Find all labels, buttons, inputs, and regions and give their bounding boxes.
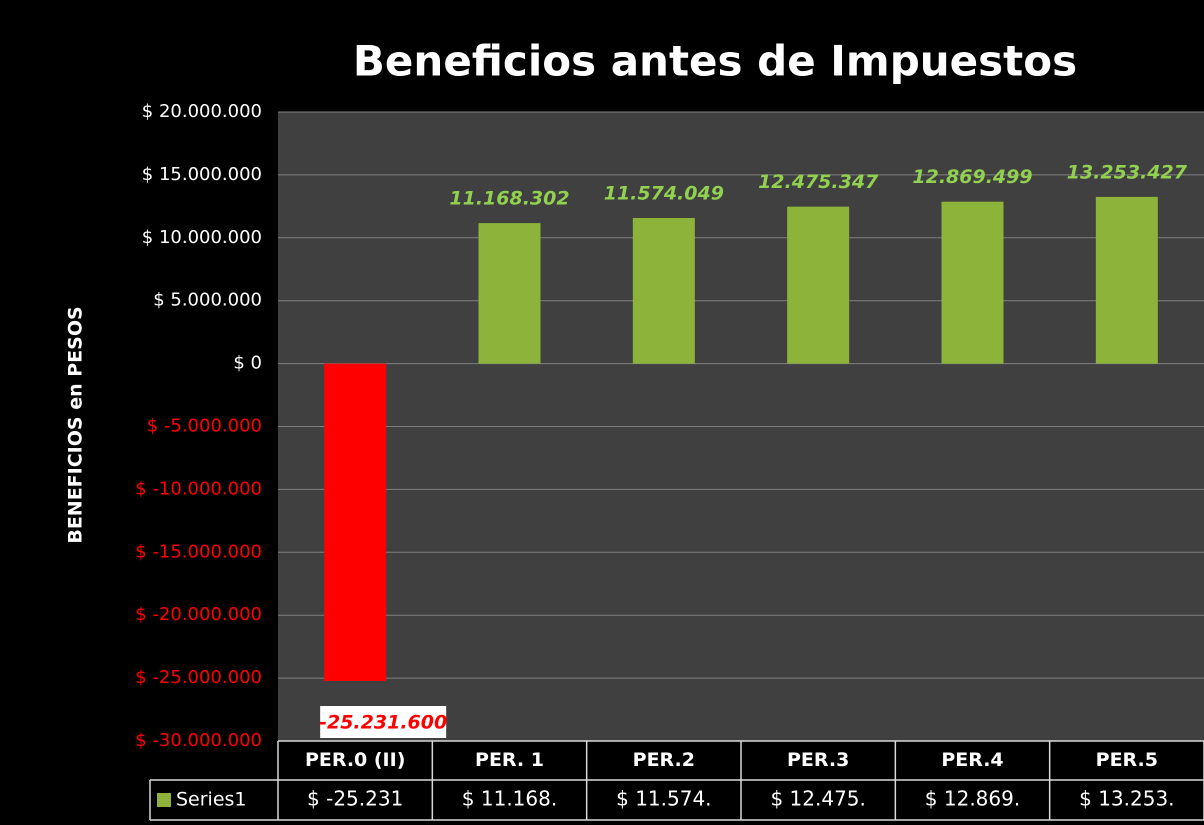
- y-tick-label: $ -25.000.000: [135, 667, 262, 688]
- bar: [787, 206, 850, 364]
- table-value: $ 13.253.: [1079, 787, 1174, 811]
- x-tick-label: PER.5: [1096, 749, 1158, 771]
- bar: [478, 223, 541, 364]
- y-tick-label: $ -10.000.000: [135, 478, 262, 499]
- value-label: 11.168.302: [449, 188, 569, 210]
- y-axis-label: BENEFICIOS en PESOS: [65, 306, 87, 543]
- y-tick-label: $ 0: [233, 353, 262, 374]
- x-tick-label: PER.4: [941, 749, 1003, 771]
- y-tick-label: $ 5.000.000: [153, 290, 262, 311]
- y-tick-label: $ -15.000.000: [135, 541, 262, 562]
- bar: [632, 217, 695, 364]
- value-label: -25.231.600: [319, 712, 447, 734]
- table-value: $ 11.574.: [616, 787, 711, 811]
- x-tick-label: PER.2: [633, 749, 695, 771]
- value-label: 12.869.499: [912, 166, 1032, 188]
- table-value: $ 11.168.: [462, 787, 557, 811]
- table-value: $ -25.231: [307, 787, 403, 811]
- bar: [324, 363, 387, 682]
- value-label: 13.253.427: [1067, 161, 1188, 183]
- y-tick-label: $ 20.000.000: [142, 101, 262, 122]
- table-value: $ 12.869.: [925, 787, 1020, 811]
- bar: [941, 201, 1004, 364]
- x-tick-label: PER.3: [787, 749, 849, 771]
- x-tick-label: PER. 1: [475, 749, 544, 771]
- legend-label: Series1: [176, 789, 247, 811]
- value-label: 12.475.347: [758, 171, 879, 193]
- x-tick-label: PER.0 (II): [305, 749, 405, 771]
- value-label: 11.574.049: [604, 182, 724, 204]
- legend-key: [157, 793, 171, 807]
- y-tick-label: $ 15.000.000: [142, 164, 262, 185]
- chart-title: Beneficios antes de Impuestos: [353, 37, 1077, 86]
- y-tick-label: $ 10.000.000: [142, 227, 262, 248]
- bar: [1095, 196, 1158, 364]
- y-tick-label: $ -5.000.000: [147, 416, 262, 437]
- table-value: $ 12.475.: [770, 787, 865, 811]
- y-tick-label: $ -20.000.000: [135, 604, 262, 625]
- y-tick-label: $ -30.000.000: [135, 730, 262, 751]
- value-label-box: [320, 706, 447, 739]
